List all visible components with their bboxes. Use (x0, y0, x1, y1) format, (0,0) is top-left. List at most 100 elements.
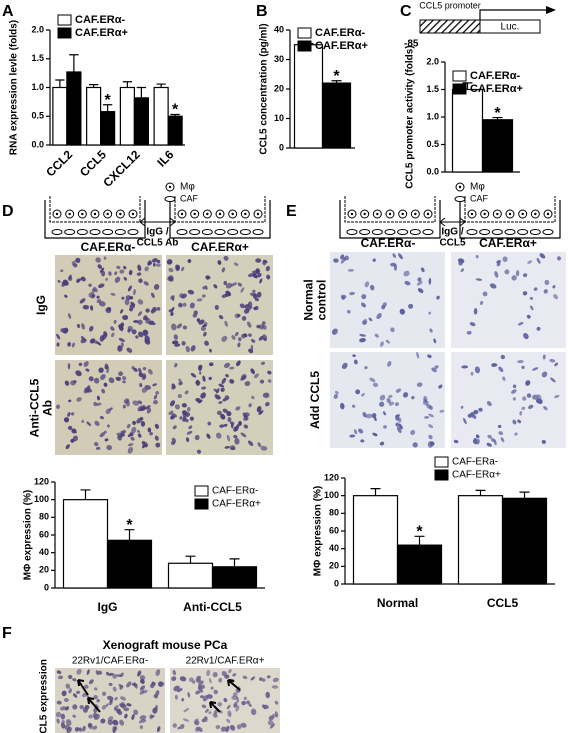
cell (251, 339, 256, 343)
cell (114, 271, 118, 276)
legend-label: CAF (470, 193, 489, 203)
error-bar (462, 82, 473, 90)
cell (118, 323, 123, 328)
cell (206, 433, 211, 439)
cell (83, 361, 89, 367)
cell (257, 442, 262, 448)
cell (72, 693, 78, 698)
column-label: CAF.ERα+ (479, 236, 537, 250)
arrow-marker (227, 679, 241, 691)
y-tick-label: 120 (324, 472, 339, 482)
cell (502, 376, 506, 381)
cell (188, 677, 194, 683)
cell (218, 401, 223, 404)
cell (226, 434, 231, 442)
cell (221, 377, 227, 384)
cell (225, 725, 230, 733)
cell (117, 345, 123, 352)
promoter-construct (419, 6, 556, 34)
cell (88, 376, 94, 382)
macrophage-dot (218, 212, 222, 216)
cell (256, 291, 262, 298)
cell (202, 695, 209, 702)
cell (215, 724, 221, 730)
cell (373, 415, 377, 422)
cell (392, 253, 397, 258)
y-tick-label: 60 (329, 525, 339, 535)
cell (104, 438, 109, 442)
bar (66, 71, 82, 146)
cell (556, 256, 562, 261)
bar (451, 88, 484, 173)
cell (416, 280, 423, 286)
cell (171, 340, 179, 345)
cell (176, 688, 183, 693)
cell (116, 265, 121, 270)
macrophage-dot (93, 212, 97, 216)
cell (536, 257, 541, 264)
legend-label: CAF.ERα- (75, 14, 125, 26)
cell (101, 388, 106, 394)
cell (151, 258, 158, 263)
cell (57, 675, 64, 680)
y-tick-label: 60 (39, 529, 49, 539)
cell (122, 429, 126, 434)
cell (355, 389, 361, 395)
cell (120, 342, 124, 348)
cell (55, 711, 62, 718)
cell (247, 440, 254, 446)
cell (208, 711, 212, 715)
cell (170, 400, 176, 407)
error-bar (55, 79, 65, 88)
cell (250, 708, 257, 716)
cell (139, 675, 146, 681)
cell (274, 700, 279, 705)
cell (68, 313, 72, 319)
cell (179, 416, 183, 420)
cell (372, 432, 378, 437)
cell (76, 397, 82, 402)
bar (352, 495, 399, 585)
cell (153, 394, 158, 400)
cell (126, 703, 132, 707)
y-tick-label: 0.5 (31, 111, 44, 121)
cell (248, 403, 252, 408)
y-tick-label: 0.0 (426, 166, 439, 176)
cell (528, 404, 534, 410)
cell (79, 298, 86, 304)
cell (146, 408, 152, 414)
bar (62, 499, 109, 589)
bar (153, 86, 169, 146)
cell (133, 320, 139, 323)
cell (129, 304, 135, 309)
cell (202, 294, 206, 298)
cell (333, 393, 338, 399)
cell (98, 367, 104, 373)
cell (140, 678, 145, 685)
cell (177, 393, 182, 399)
cell (232, 692, 238, 697)
cell (224, 320, 228, 327)
caf-icon (542, 229, 554, 235)
cell (195, 690, 201, 695)
cell (248, 348, 254, 354)
reporter-label: Luc. (501, 22, 520, 33)
cell (110, 326, 115, 331)
cell (266, 675, 271, 679)
cell (149, 432, 153, 436)
cell (172, 669, 177, 676)
cell (416, 382, 423, 387)
cell (420, 267, 425, 273)
cell (168, 309, 173, 313)
cell (123, 276, 127, 281)
cell (417, 277, 422, 282)
micrograph (451, 352, 566, 448)
y-tick-label: 1.5 (31, 53, 44, 63)
cell (155, 669, 161, 677)
cell (215, 432, 222, 439)
cell (266, 274, 271, 280)
cell (233, 262, 239, 267)
cell (521, 365, 525, 370)
significance-mark: * (494, 105, 501, 122)
